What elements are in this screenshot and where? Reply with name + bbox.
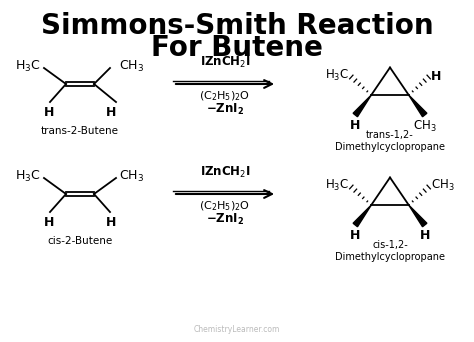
- Text: For Butene: For Butene: [151, 34, 323, 62]
- Text: cis-1,2-
Dimethylcyclopropane: cis-1,2- Dimethylcyclopropane: [335, 240, 445, 262]
- Text: $\mathsf{H_3C}$: $\mathsf{H_3C}$: [16, 58, 41, 74]
- Text: $\mathsf{H_3C}$: $\mathsf{H_3C}$: [16, 169, 41, 184]
- Text: $\bf{- ZnI_2}$: $\bf{- ZnI_2}$: [206, 212, 244, 227]
- Text: $\bf{- ZnI_2}$: $\bf{- ZnI_2}$: [206, 102, 244, 117]
- Text: (C$_2$H$_5$)$_2$O: (C$_2$H$_5$)$_2$O: [200, 89, 250, 103]
- Text: IZnCH$_2$I: IZnCH$_2$I: [200, 55, 250, 70]
- Text: H: H: [106, 216, 116, 229]
- Text: $\mathsf{CH_3}$: $\mathsf{CH_3}$: [119, 58, 144, 74]
- Text: H: H: [350, 119, 361, 132]
- Text: H: H: [419, 229, 430, 242]
- Text: trans-2-Butene: trans-2-Butene: [41, 126, 119, 136]
- Text: ChemistryLearner.com: ChemistryLearner.com: [194, 325, 280, 334]
- Polygon shape: [353, 205, 371, 227]
- Text: trans-1,2-
Dimethylcyclopropane: trans-1,2- Dimethylcyclopropane: [335, 130, 445, 153]
- Text: $\mathsf{CH_3}$: $\mathsf{CH_3}$: [431, 177, 455, 193]
- Text: $\mathsf{H_3C}$: $\mathsf{H_3C}$: [325, 177, 349, 193]
- Text: cis-2-Butene: cis-2-Butene: [47, 236, 113, 246]
- Text: H: H: [44, 216, 54, 229]
- Text: H: H: [431, 70, 441, 83]
- Text: (C$_2$H$_5$)$_2$O: (C$_2$H$_5$)$_2$O: [200, 199, 250, 213]
- Text: H: H: [350, 229, 361, 242]
- Polygon shape: [409, 205, 427, 227]
- Text: $\mathsf{H_3C}$: $\mathsf{H_3C}$: [325, 67, 349, 82]
- Text: $\mathsf{CH_3}$: $\mathsf{CH_3}$: [413, 119, 437, 134]
- Text: H: H: [106, 106, 116, 119]
- Text: $\mathsf{CH_3}$: $\mathsf{CH_3}$: [119, 169, 144, 184]
- Text: IZnCH$_2$I: IZnCH$_2$I: [200, 165, 250, 180]
- Polygon shape: [409, 95, 427, 117]
- Polygon shape: [353, 95, 371, 117]
- Text: Simmons-Smith Reaction: Simmons-Smith Reaction: [41, 12, 433, 40]
- Text: H: H: [44, 106, 54, 119]
